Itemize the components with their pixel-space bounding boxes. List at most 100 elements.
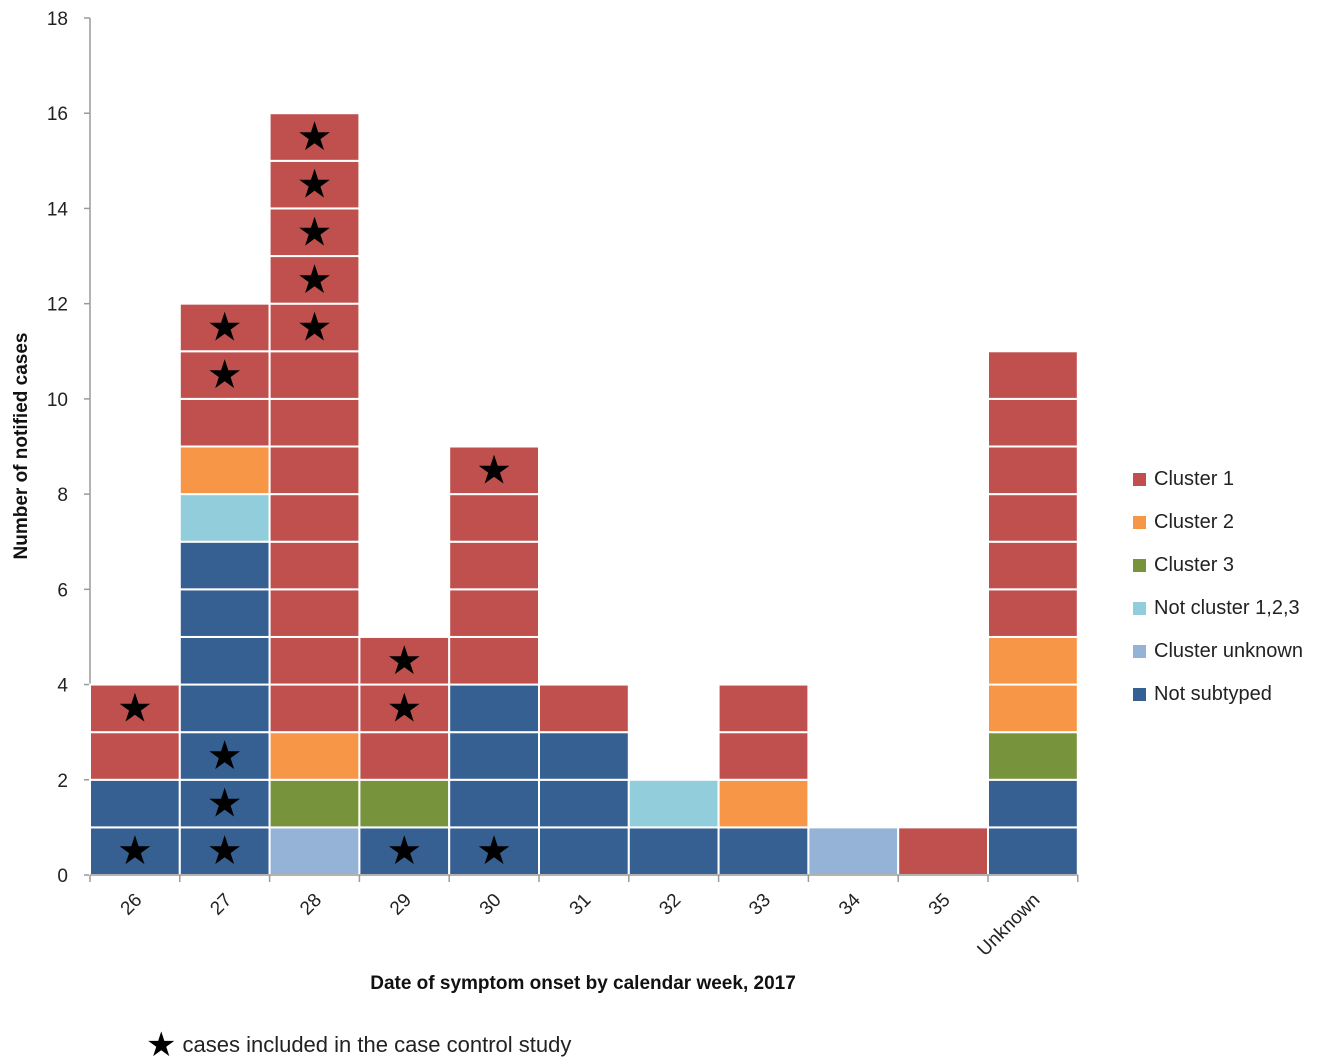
bar-segment-cluster-3 [268,778,361,829]
bar-segment-not-subtyped [178,588,271,638]
legend-swatch [1133,602,1146,615]
bar-segment-cluster-2 [178,445,271,496]
bar-segment-cluster-2 [717,778,810,829]
legend-label: Not cluster 1,2,3 [1154,597,1300,619]
bar-segment-cluster-1 [358,731,451,781]
star-icon: ★ [117,828,153,874]
legend-item: Cluster 1 [1133,458,1303,501]
bar-segment-not-subtyped [717,826,810,877]
x-tick-label: 28 [296,890,326,920]
bar-segment-not-subtyped [627,826,720,877]
bar-segment-not-subtyped [89,778,181,829]
bar-segment-cluster-1 [448,588,541,638]
footnote-text: cases included in the case control study [182,1032,572,1057]
legend-swatch [1133,645,1146,658]
bar-segment-not-subtyped [538,731,630,781]
x-tick-label: 35 [925,890,955,920]
legend-item: Cluster unknown [1133,630,1303,673]
bar-segment-not-subtyped [987,778,1079,829]
bar-segment-not-subtyped [448,778,541,829]
bar-segment-cluster-1 [987,350,1079,400]
legend-swatch [1133,516,1146,529]
x-tick-label: 29 [386,890,416,920]
legend-swatch [1133,473,1146,486]
bar-segment-cluster-1 [448,493,541,543]
legend-item: Not subtyped [1133,673,1303,716]
bar-segment-cluster-1 [448,540,541,591]
bar-segment-not-cluster-1-2-3 [627,778,720,829]
bar-segment-cluster-2 [268,731,361,781]
x-tick-label: Unknown [974,890,1045,961]
bar-segment-cluster-1 [538,683,630,734]
y-tick-label: 8 [57,485,68,506]
legend-label: Cluster unknown [1154,640,1303,662]
bar-segment-cluster-1 [89,731,181,781]
y-tick-label: 0 [57,866,68,887]
bar-segment-cluster-1 [717,731,810,781]
bar-segment-not-subtyped [178,540,271,591]
star-icon: ★ [386,638,422,684]
bar-segment-cluster-1 [717,683,810,734]
bar-segment-not-cluster-1-2-3 [178,493,271,543]
star-icon: ★ [207,828,243,874]
bar-segment-cluster-1 [89,683,181,734]
x-axis-label: Date of symptom onset by calendar week, … [370,973,796,994]
x-tick-label: 26 [117,890,147,920]
bar-segment-cluster-unknown [268,826,361,877]
star-icon: ★ [207,781,243,827]
bar-segment-cluster-1 [987,493,1079,543]
bar-segment-cluster-1 [178,350,271,400]
star-icon: ★ [117,685,153,731]
y-axis: 0 2 4 6 8 10 12 14 16 18 [47,9,91,887]
bar-segment-cluster-unknown [807,826,900,877]
y-tick-label: 6 [57,580,68,601]
legend-label: Cluster 2 [1154,511,1235,533]
x-tick-label: 33 [745,890,775,920]
bar-segment-cluster-2 [987,635,1079,686]
bar-segment-cluster-1 [897,826,990,877]
legend-item: Not cluster 1,2,3 [1133,587,1303,630]
bar-segment-cluster-1 [268,159,361,210]
bar-segment-not-subtyped [178,826,271,877]
star-icon: ★ [297,257,333,303]
legend-label: Cluster 1 [1154,468,1235,490]
bar-segment-cluster-1 [178,397,271,448]
legend-label: Cluster 3 [1154,554,1235,576]
bar-segment-cluster-1 [448,445,541,496]
star-icon: ★ [386,685,422,731]
y-tick-label: 2 [57,771,68,792]
legend-label: Not subtyped [1154,683,1272,705]
star-icon: ★ [476,828,512,874]
bar-segment-not-subtyped [987,826,1079,877]
star-icon: ★ [297,114,333,160]
y-tick-label: 10 [47,390,68,411]
legend-swatch [1133,688,1146,701]
star-icon: ★ [207,352,243,398]
bar-segment-cluster-1 [987,397,1079,448]
star-icon: ★ [297,209,333,255]
bar-segment-cluster-1 [268,493,361,543]
bar-segment-not-subtyped [538,826,630,877]
bar-segment-not-subtyped [178,683,271,734]
bar-segment-not-subtyped [448,683,541,734]
bar-segment-cluster-1 [987,445,1079,496]
y-tick-label: 16 [47,104,68,125]
y-tick-label: 12 [47,295,68,316]
legend-item: Cluster 2 [1133,501,1303,544]
bar-segment-not-subtyped [538,778,630,829]
x-tick-label: 30 [476,890,506,920]
y-tick-label: 14 [47,199,69,220]
star-icon: ★ [476,447,512,493]
footnote: ★ cases included in the case control stu… [146,1028,571,1062]
star-icon: ★ [207,304,243,350]
bar-segment-not-subtyped [448,731,541,781]
bars: ★★★★★★★ ★★★★★★★★★★ [89,112,1079,877]
bar-segment-cluster-1 [268,635,361,686]
x-tick-label: 27 [206,890,236,920]
bar-segment-cluster-1 [268,350,361,400]
bar-segment-cluster-1 [987,540,1079,591]
x-axis: 26 27 28 29 30 31 32 33 34 35 Unknown [89,874,1079,961]
bar-segment-not-subtyped [178,635,271,686]
bar-segment-cluster-1 [178,302,271,353]
